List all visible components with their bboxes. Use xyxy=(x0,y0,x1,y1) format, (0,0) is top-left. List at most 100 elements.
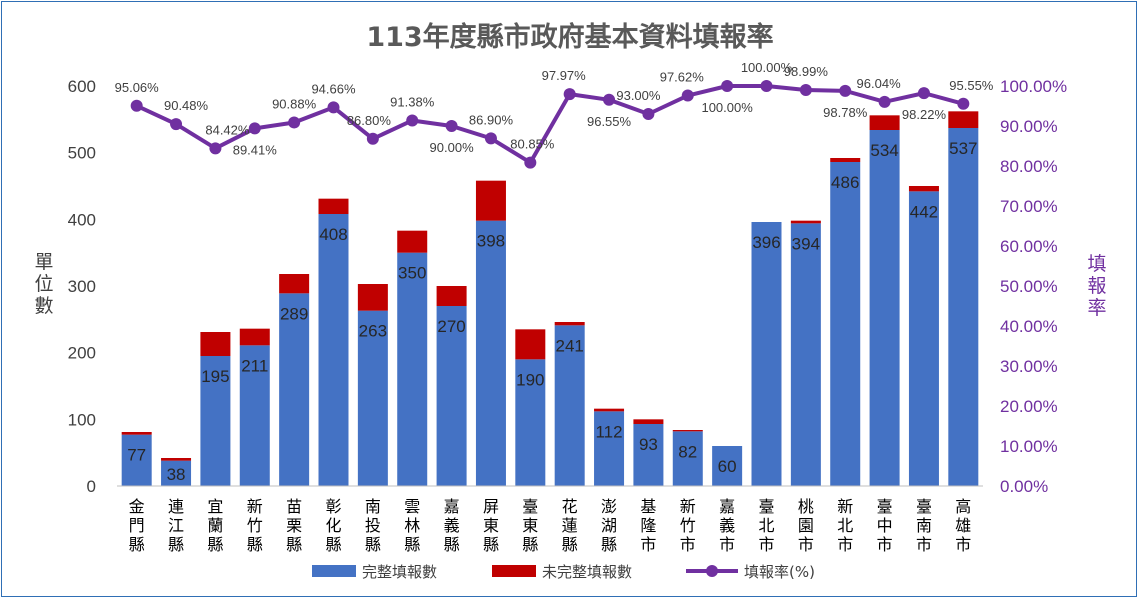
rate-point xyxy=(209,142,222,155)
bar-value-label: 195 xyxy=(201,367,229,386)
rate-label: 98.99% xyxy=(784,64,829,79)
rate-point xyxy=(839,84,852,97)
rate-label: 98.78% xyxy=(823,105,868,120)
rate-point xyxy=(563,88,576,101)
bar-incomplete xyxy=(515,329,546,360)
bar-incomplete xyxy=(672,430,703,432)
bar-value-label: 82 xyxy=(678,442,697,461)
bar-incomplete xyxy=(475,180,506,221)
category-label: 澎湖縣 xyxy=(601,497,617,554)
legend-swatch-complete xyxy=(312,565,356,577)
bar-value-label: 537 xyxy=(949,139,977,158)
y-axis-title: 單位數 xyxy=(34,251,53,317)
category-label: 苗栗縣 xyxy=(286,497,302,554)
rate-point xyxy=(248,122,261,135)
category-label: 宜蘭縣 xyxy=(207,497,223,554)
y-tick-label: 100 xyxy=(68,410,96,429)
bar-incomplete xyxy=(357,284,388,311)
bar-value-label: 442 xyxy=(910,202,938,221)
rate-label: 86.90% xyxy=(469,112,514,127)
bar-value-label: 93 xyxy=(639,435,658,454)
rate-label: 94.66% xyxy=(311,81,356,96)
bar-complete xyxy=(790,223,821,487)
rate-label: 100.00% xyxy=(701,100,753,115)
bar-value-label: 486 xyxy=(831,173,859,192)
rate-label: 80.85% xyxy=(510,137,555,152)
y2-tick-label: 80.00% xyxy=(1000,157,1058,176)
bar-incomplete xyxy=(121,432,152,435)
category-label: 臺南市 xyxy=(916,497,932,554)
y2-tick-label: 90.00% xyxy=(1000,117,1058,136)
category-label: 花蓮縣 xyxy=(562,497,578,554)
bar-incomplete xyxy=(200,332,231,356)
bar-complete xyxy=(594,411,625,486)
bar-value-label: 112 xyxy=(595,422,622,441)
bar-incomplete xyxy=(908,186,939,192)
bar-incomplete xyxy=(869,115,900,130)
rate-label: 91.38% xyxy=(390,94,435,109)
category-label: 南投縣 xyxy=(365,497,381,554)
bar-incomplete xyxy=(279,274,310,294)
rate-point xyxy=(445,120,458,132)
bar-incomplete xyxy=(790,220,821,224)
bar-complete xyxy=(869,130,900,486)
rate-point xyxy=(524,156,537,169)
bar-complete xyxy=(318,214,349,486)
rate-label: 96.04% xyxy=(857,76,902,91)
rate-point xyxy=(721,80,734,92)
bar-complete xyxy=(672,431,703,486)
bar-value-label: 289 xyxy=(280,304,308,323)
chart-title: 113年度縣市政府基本資料填報率 xyxy=(366,21,773,53)
category-label: 嘉義市 xyxy=(719,497,735,554)
bar-complete xyxy=(279,293,310,486)
category-label: 臺中市 xyxy=(877,497,893,554)
y2-tick-label: 20.00% xyxy=(1000,397,1058,416)
y-tick-label: 200 xyxy=(68,344,96,363)
bar-incomplete xyxy=(397,230,428,253)
category-label: 彰化縣 xyxy=(325,497,341,554)
rate-label: 96.55% xyxy=(587,114,632,129)
category-label: 高雄市 xyxy=(955,497,971,554)
bar-value-label: 270 xyxy=(437,317,465,336)
bar-complete xyxy=(397,252,428,486)
bar-complete xyxy=(200,356,231,486)
bar-value-label: 534 xyxy=(870,141,898,160)
bar-complete xyxy=(908,191,939,487)
bar-value-label: 190 xyxy=(516,370,544,389)
bar-value-label: 350 xyxy=(398,264,426,283)
bar-value-label: 408 xyxy=(319,225,347,244)
bar-complete xyxy=(121,434,152,486)
category-label: 新北市 xyxy=(837,497,853,554)
bar-value-label: 394 xyxy=(792,234,820,253)
y2-tick-label: 50.00% xyxy=(1000,277,1058,296)
bar-complete xyxy=(948,128,979,486)
y-tick-label: 600 xyxy=(68,77,96,96)
legend-label-rate: 填報率(%) xyxy=(744,563,815,581)
rate-point xyxy=(681,89,694,102)
y2-tick-label: 30.00% xyxy=(1000,357,1058,376)
category-label: 新竹縣 xyxy=(247,497,263,554)
rate-point xyxy=(799,84,812,97)
category-label: 雲林縣 xyxy=(404,497,420,554)
bar-value-label: 241 xyxy=(555,336,583,355)
rate-label: 95.06% xyxy=(115,80,160,95)
y-tick-label: 300 xyxy=(68,277,96,296)
bar-incomplete xyxy=(161,458,192,461)
y2-tick-label: 70.00% xyxy=(1000,197,1058,216)
y2-tick-label: 0.00% xyxy=(1000,477,1048,496)
bar-complete xyxy=(751,222,782,486)
bar-complete xyxy=(712,446,743,486)
category-label: 基隆市 xyxy=(640,497,656,554)
rate-point xyxy=(878,95,891,108)
y2-tick-label: 40.00% xyxy=(1000,317,1058,336)
y2-tick-label: 60.00% xyxy=(1000,237,1058,256)
legend-label-incomplete: 未完整填報數 xyxy=(542,563,632,581)
bar-complete xyxy=(554,325,585,486)
bar-value-label: 77 xyxy=(127,446,146,465)
category-label: 臺東縣 xyxy=(522,497,538,554)
rate-point xyxy=(406,114,419,127)
legend: 完整填報數 未完整填報數 填報率(%) xyxy=(312,563,815,581)
rate-point xyxy=(642,108,655,120)
